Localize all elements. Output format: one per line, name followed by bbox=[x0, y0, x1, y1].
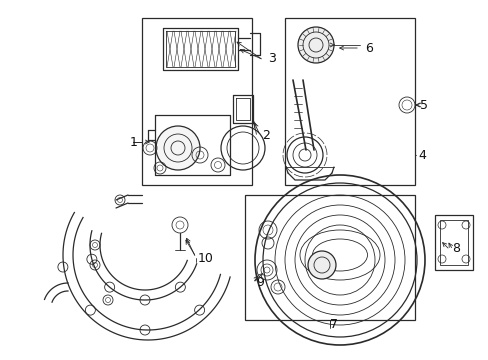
Circle shape bbox=[297, 27, 333, 63]
Circle shape bbox=[307, 251, 335, 279]
Bar bbox=[244, 195, 414, 320]
Text: 10: 10 bbox=[198, 252, 213, 265]
Bar bbox=[142, 18, 251, 185]
Text: 4: 4 bbox=[417, 149, 425, 162]
Text: 1: 1 bbox=[130, 135, 138, 149]
Text: 5: 5 bbox=[419, 99, 427, 112]
Text: 6: 6 bbox=[364, 41, 372, 54]
Text: 7: 7 bbox=[329, 319, 337, 332]
Circle shape bbox=[156, 126, 200, 170]
Bar bbox=[285, 18, 414, 185]
Text: 8: 8 bbox=[451, 242, 459, 255]
Text: 3: 3 bbox=[267, 51, 275, 64]
Text: 9: 9 bbox=[256, 275, 264, 288]
Text: 2: 2 bbox=[262, 129, 269, 141]
